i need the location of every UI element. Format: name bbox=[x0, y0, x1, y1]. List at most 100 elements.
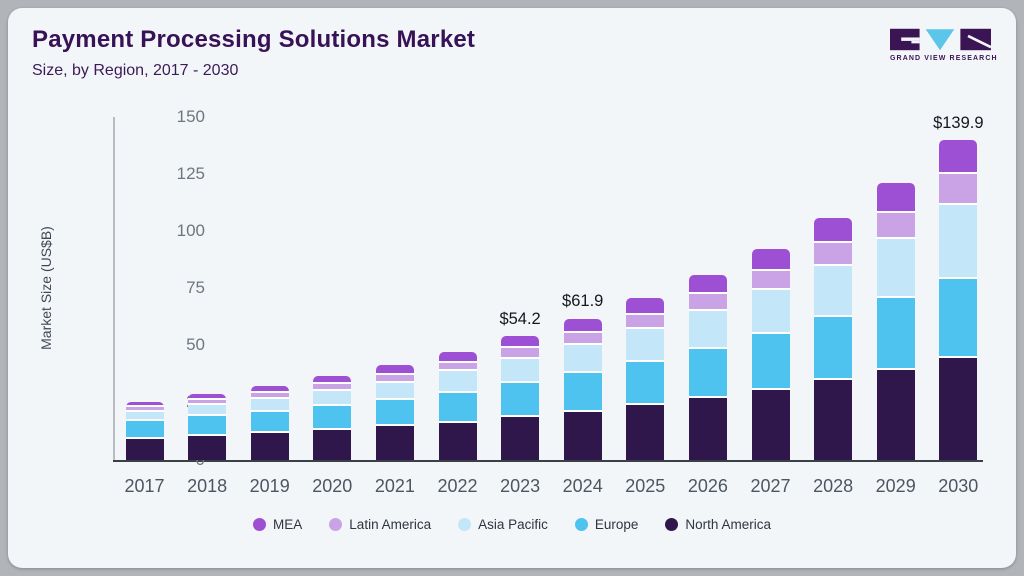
x-axis-label-2023: 2023 bbox=[500, 476, 541, 496]
bar-segment-mea bbox=[313, 376, 352, 384]
market-size-chart: Market Size (US$B) 025507510012515020172… bbox=[8, 8, 1016, 568]
page-subtitle: Size, by Region, 2017 - 2030 bbox=[32, 62, 239, 79]
bar-segment-latin-america bbox=[751, 270, 790, 291]
legend-swatch-mea bbox=[253, 518, 267, 531]
bar-group-2026 bbox=[688, 275, 727, 460]
bar-segment-europe bbox=[125, 421, 164, 439]
bar-segment-latin-america bbox=[626, 314, 665, 330]
bar-segment-mea bbox=[876, 182, 915, 213]
bar-segment-mea bbox=[125, 401, 164, 407]
bar-segment-europe bbox=[939, 279, 978, 359]
x-axis-label-2024: 2024 bbox=[562, 476, 603, 496]
bar-segment-latin-america bbox=[250, 392, 289, 399]
bar-segment-asia-pacific bbox=[438, 371, 477, 394]
bar-segment-north-america bbox=[313, 429, 352, 460]
report-card: Payment Processing Solutions Market Size… bbox=[8, 8, 1016, 568]
bar-segment-asia-pacific bbox=[876, 238, 915, 299]
bar-segment-latin-america bbox=[939, 174, 978, 206]
legend-label: North America bbox=[685, 517, 771, 532]
bar-segment-mea bbox=[501, 336, 540, 349]
legend-item-north-america: North America bbox=[665, 517, 771, 532]
bar-segment-asia-pacific bbox=[626, 329, 665, 362]
bar-segment-north-america bbox=[375, 426, 414, 460]
bar-group-2024 bbox=[563, 318, 602, 460]
bar-segment-europe bbox=[814, 317, 853, 381]
bar-group-2027 bbox=[751, 248, 790, 460]
bar-group-2023 bbox=[501, 336, 540, 460]
x-axis-label-2020: 2020 bbox=[312, 476, 353, 496]
bar-segment-europe bbox=[501, 382, 540, 418]
x-axis-label-2030: 2030 bbox=[938, 476, 979, 496]
bar-segment-europe bbox=[876, 298, 915, 370]
bar-segment-europe bbox=[563, 373, 602, 412]
legend-label: Asia Pacific bbox=[478, 517, 548, 532]
bar-segment-mea bbox=[188, 393, 227, 400]
bar-segment-latin-america bbox=[375, 375, 414, 383]
gvr-logo: GRAND VIEW RESEARCH bbox=[890, 28, 998, 62]
bar-group-2029 bbox=[876, 182, 915, 460]
bar-segment-asia-pacific bbox=[375, 382, 414, 401]
legend-label: MEA bbox=[273, 517, 303, 532]
plot-area: 0255075100125150201720182019202020212022… bbox=[113, 107, 984, 496]
legend-item-mea: MEA bbox=[253, 517, 302, 532]
bar-segment-asia-pacific bbox=[313, 390, 352, 406]
bar-segment-mea bbox=[375, 365, 414, 376]
value-label-2023: $54.2 bbox=[499, 310, 541, 329]
bar-segment-north-america bbox=[188, 435, 227, 460]
bar-segment-north-america bbox=[438, 422, 477, 460]
bar-segment-europe bbox=[626, 361, 665, 406]
legend-swatch-europe bbox=[574, 518, 588, 531]
bar-segment-mea bbox=[626, 298, 665, 315]
legend-label: Europe bbox=[594, 517, 639, 532]
bar-segment-europe bbox=[751, 334, 790, 390]
gvr-logo-mark bbox=[890, 28, 992, 51]
x-axis-label-2025: 2025 bbox=[625, 476, 666, 496]
legend-swatch-asia-pacific bbox=[458, 518, 472, 531]
bar-segment-latin-america bbox=[688, 294, 727, 312]
bar-group-2019 bbox=[250, 385, 289, 460]
x-axis-label-2021: 2021 bbox=[374, 476, 415, 496]
bar-group-2025 bbox=[626, 298, 665, 460]
y-axis-title: Market Size (US$B) bbox=[38, 226, 54, 350]
y-tick-label: 75 bbox=[186, 278, 205, 297]
value-label-2030: $139.9 bbox=[933, 114, 984, 133]
gvr-logo-text: GRAND VIEW RESEARCH bbox=[890, 55, 998, 62]
bar-segment-europe bbox=[438, 393, 477, 423]
bar-segment-north-america bbox=[751, 389, 790, 460]
bar-group-2022 bbox=[438, 351, 477, 460]
chart-legend: MEA Latin America Asia Pacific Europe North … bbox=[8, 517, 1016, 532]
x-axis-label-2026: 2026 bbox=[687, 476, 728, 496]
legend-swatch-latin-america bbox=[329, 518, 343, 531]
bar-segment-europe bbox=[688, 348, 727, 398]
bar-segment-latin-america bbox=[563, 332, 602, 346]
bar-segment-latin-america bbox=[313, 383, 352, 391]
bar-segment-mea bbox=[563, 318, 602, 333]
bar-segment-europe bbox=[188, 416, 227, 436]
bar-segment-asia-pacific bbox=[814, 266, 853, 318]
legend-item-asia-pacific: Asia Pacific bbox=[458, 517, 548, 532]
y-tick-label: 150 bbox=[176, 106, 205, 126]
legend-swatch-north-america bbox=[665, 518, 679, 531]
bar-segment-latin-america bbox=[814, 243, 853, 267]
x-axis-label-2027: 2027 bbox=[750, 476, 791, 496]
bar-segment-asia-pacific bbox=[188, 405, 227, 417]
bar-segment-europe bbox=[375, 400, 414, 427]
bar-segment-latin-america bbox=[438, 363, 477, 372]
bar-group-2021 bbox=[375, 365, 414, 460]
bar-segment-north-america bbox=[814, 380, 853, 460]
bar-segment-asia-pacific bbox=[125, 412, 164, 422]
x-axis-line bbox=[113, 460, 983, 462]
x-axis-label-2029: 2029 bbox=[875, 476, 916, 496]
bar-group-2030 bbox=[939, 140, 978, 460]
page-title: Payment Processing Solutions Market bbox=[32, 26, 476, 53]
x-axis-label-2018: 2018 bbox=[187, 476, 228, 496]
bar-segment-latin-america bbox=[876, 212, 915, 239]
bar-group-2028 bbox=[814, 217, 853, 460]
bar-segment-latin-america bbox=[125, 406, 164, 412]
y-tick-label: 100 bbox=[176, 220, 205, 240]
legend-item-europe: Europe bbox=[574, 517, 639, 532]
bar-segment-north-america bbox=[626, 405, 665, 460]
bar-segment-asia-pacific bbox=[688, 311, 727, 349]
legend-item-latin-america: Latin America bbox=[329, 517, 431, 532]
bar-segment-north-america bbox=[501, 417, 540, 460]
